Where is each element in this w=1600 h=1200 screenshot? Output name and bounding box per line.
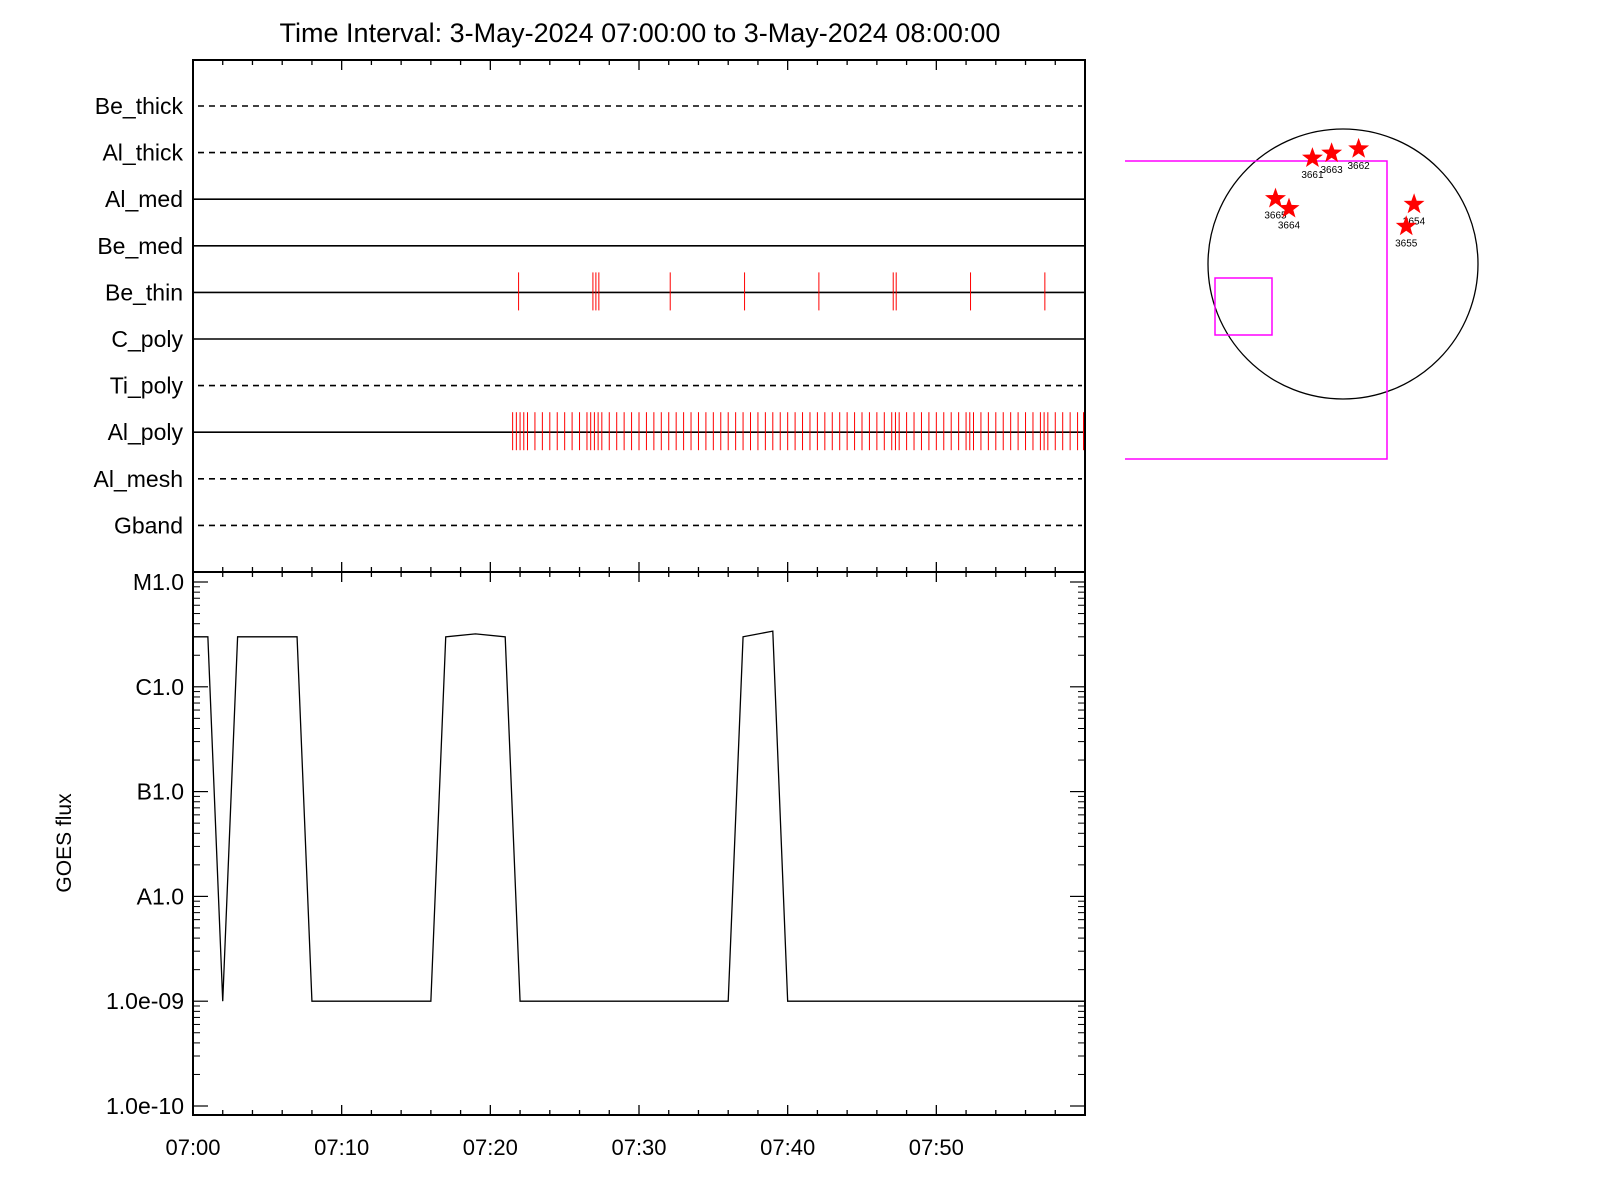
fov-small-box: [1214, 277, 1273, 336]
active-region-star: [1348, 137, 1370, 158]
y-tick-label: 1.0e-09: [106, 988, 184, 1014]
active-region-label: 3661: [1301, 170, 1324, 181]
active-region-label: 3662: [1348, 161, 1371, 172]
x-tick-label: 07:10: [314, 1135, 369, 1160]
active-region-star: [1265, 187, 1286, 208]
goes-panel-frame: [192, 571, 1086, 1116]
active-region-star: [1321, 142, 1343, 163]
y-tick-label: B1.0: [137, 779, 184, 805]
active-region-star: [1403, 193, 1425, 214]
active-region-label: 3664: [1278, 221, 1301, 232]
x-tick-label: 07:50: [909, 1135, 964, 1160]
filter-row-label: Gband: [114, 512, 183, 538]
filter-rows: Be_thick Al_thick Al_med Be_med Be_thin C_pol…: [94, 93, 1085, 538]
active-region-star: [1395, 215, 1417, 236]
y-tick-label: 1.0e-10: [106, 1093, 184, 1119]
x-tick-label: 07:00: [165, 1135, 220, 1160]
goes-flux-line: [193, 630, 1085, 1002]
solar-disk: [1207, 128, 1479, 400]
filter-row-label: Be_thin: [105, 279, 183, 305]
filter-row-label: Al_thick: [102, 140, 183, 166]
goes-y-axis-label: GOES flux: [53, 793, 76, 893]
filter-row-label: Al_poly: [108, 419, 184, 445]
x-tick-label: 07:20: [463, 1135, 518, 1160]
active-region-label: 3665: [1264, 211, 1287, 222]
active-region-label: 3663: [1321, 165, 1344, 176]
x-tick-label: 07:30: [611, 1135, 666, 1160]
y-tick-label: M1.0: [133, 569, 184, 595]
y-tick-label: A1.0: [137, 883, 184, 909]
goes-x-axis: 07:00 07:10 07:20 07:30 07:40 07:50: [165, 572, 1086, 1160]
filter-row-label: Al_med: [105, 186, 183, 212]
active-region-star: [1278, 197, 1300, 218]
active-region-label: 3654: [1403, 216, 1426, 227]
y-tick-label: C1.0: [135, 674, 184, 700]
filter-row-label: C_poly: [111, 326, 183, 352]
x-tick-label: 07:40: [760, 1135, 815, 1160]
chart-title: Time Interval: 3-May-2024 07:00:00 to 3-…: [280, 18, 1001, 48]
filter-panel-frame: [192, 59, 1086, 573]
filter-row-label: Al_mesh: [94, 466, 183, 492]
top-time-ticks: [192, 60, 1086, 572]
filter-row-label: Be_thick: [95, 93, 184, 119]
active-region-star: [1302, 147, 1323, 167]
filter-row-label: Be_med: [97, 233, 183, 259]
goes-y-axis: 1.0e-10 1.0e-09 A1.0 B1.0 C1.0 M1.0: [106, 569, 1085, 1119]
filter-row-label: Ti_poly: [110, 373, 184, 399]
fov-large-box: [1125, 160, 1388, 460]
active-region-label: 3655: [1395, 238, 1418, 249]
